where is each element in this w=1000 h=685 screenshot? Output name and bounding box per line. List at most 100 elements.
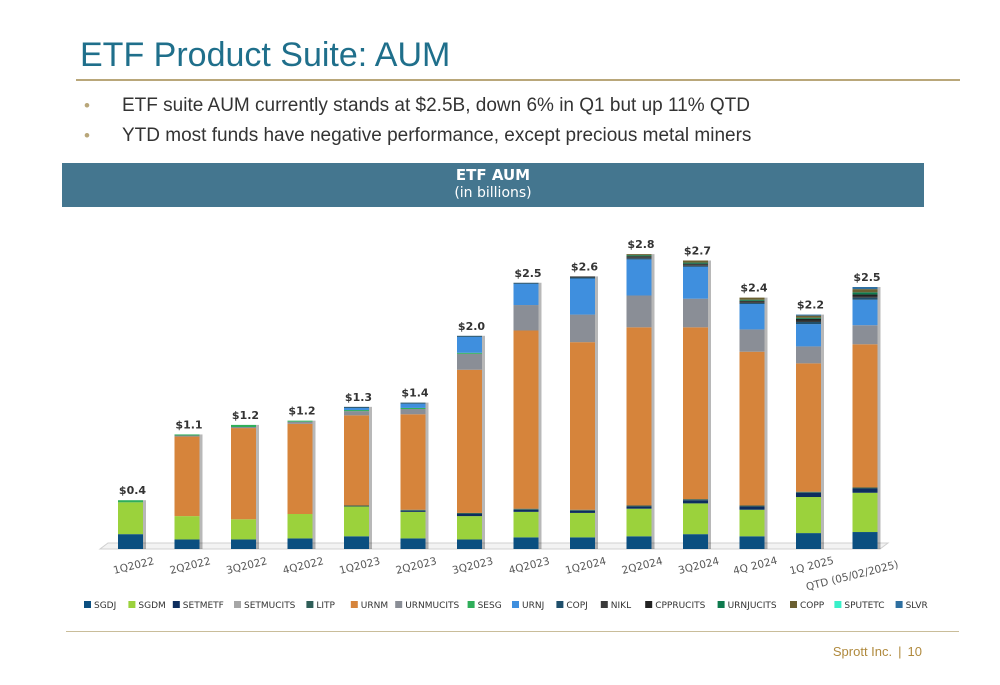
- slide-title: ETF Product Suite: AUM: [80, 36, 451, 74]
- legend-swatch-urnmucits: [395, 601, 403, 608]
- legend-swatch-litp: [306, 601, 314, 608]
- bar-segment-urnm: [626, 327, 652, 506]
- bar-segment-sgdj: [287, 538, 313, 549]
- bar-segment-copj: [626, 258, 652, 260]
- x-axis-tick-label: 1Q 2025: [788, 555, 835, 578]
- bar-side-shade: [708, 260, 711, 549]
- x-axis-tick-label: 3Q2024: [677, 555, 721, 577]
- bar-side-shade: [877, 287, 881, 549]
- bar-segment-urnmucits: [174, 435, 200, 437]
- bar-segment-urnmucits: [287, 421, 313, 424]
- bar-segment-copp: [796, 315, 821, 318]
- bar-segment-litp: [344, 505, 369, 507]
- bar-side-shade: [199, 434, 203, 549]
- bar-segment-cpprucits: [683, 263, 708, 265]
- bar-segment-urnjucits: [796, 317, 821, 319]
- chart-title: ETF AUM: [455, 166, 531, 184]
- bar-segment-urnj: [570, 278, 595, 315]
- legend-label-litp: LITP: [316, 601, 335, 611]
- bar-total-label: $1.2: [232, 409, 259, 422]
- bar-segment-urnmucits: [852, 325, 878, 345]
- bar-segment-sesg: [231, 424, 256, 428]
- bar-segment-urnj: [683, 266, 708, 299]
- bar-segment-urnjucits: [683, 262, 708, 264]
- bar-segment-sgdj: [513, 537, 539, 549]
- chart-subtitle: (in billions): [454, 185, 532, 201]
- bar-total-label: $2.5: [853, 271, 880, 284]
- bar-segment-setmetf: [400, 510, 426, 512]
- legend-label-urnmucits: URNMUCITS: [405, 601, 459, 611]
- legend-label-sgdj: SGDJ: [94, 601, 116, 611]
- bar-segment-nikl: [570, 276, 595, 278]
- bar-segment-setmetf: [852, 488, 878, 493]
- bar-segment-cpprucits: [739, 300, 765, 302]
- bar-segment-litp: [513, 508, 539, 510]
- bar-segment-copj: [513, 282, 539, 284]
- legend-label-slvr: SLVR: [906, 601, 928, 611]
- bar-segment-litp: [683, 499, 708, 501]
- x-axis-tick-label: 4Q2022: [282, 555, 325, 577]
- bar-segment-sgdm: [231, 519, 256, 540]
- bar-segment-sgdm: [457, 516, 482, 540]
- bar-side-shade: [821, 314, 824, 549]
- bar-segment-urnm: [683, 327, 708, 500]
- bar-segment-copj: [344, 406, 369, 408]
- bar-segment-setmetf: [683, 500, 708, 504]
- bar-segment-urnmucits: [231, 427, 256, 429]
- bar-segment-sgdj: [400, 538, 426, 549]
- x-axis-tick-label: 3Q2023: [451, 555, 494, 577]
- bar-segment-urnm: [796, 363, 821, 492]
- bar-segment-copj: [852, 297, 878, 300]
- bar-segment-litp: [796, 491, 821, 493]
- bar-side-shade: [482, 335, 485, 549]
- footer-company: Sprott Inc.: [832, 644, 893, 659]
- bar-segment-sgdj: [739, 536, 765, 549]
- bar-segment-sgdj: [626, 536, 652, 549]
- bar-segment-sgdj: [683, 534, 708, 549]
- legend-label-copp: COPP: [800, 601, 825, 611]
- bar-segment-sgdj: [174, 539, 200, 549]
- bullet-marker: •: [84, 96, 90, 115]
- bar-segment-urnj: [852, 299, 878, 326]
- bar-segment-slvr: [852, 287, 878, 290]
- bar-segment-sgdm: [739, 509, 765, 537]
- chart-header-banner: ETF AUM (in billions): [62, 163, 924, 207]
- x-axis-tick-label: 4Q2023: [508, 555, 551, 577]
- legend-swatch-setmetf: [172, 601, 180, 608]
- legend-label-nikl: NIKL: [611, 601, 631, 611]
- legend-label-sputetc: SPUTETC: [844, 601, 884, 611]
- bar-segment-urnjucits: [626, 255, 652, 257]
- bullet-item: • YTD most funds have negative performan…: [80, 122, 751, 152]
- bar-segment-urnm: [174, 436, 200, 517]
- bar-total-label: $2.0: [458, 320, 485, 333]
- bar-segment-cpprucits: [852, 294, 878, 297]
- bar-segment-setmetf: [796, 492, 821, 498]
- bar-segment-urnm: [852, 344, 878, 488]
- legend-label-cpprucits: CPPRUCITS: [655, 601, 705, 611]
- bar-segment-urnmucits: [796, 346, 821, 364]
- bar-segment-urnm: [570, 342, 595, 510]
- bar-segment-setmetf: [626, 506, 652, 509]
- bar-segment-sgdj: [231, 539, 256, 549]
- bar-segment-sgdj: [118, 534, 143, 549]
- bar-total-label: $2.2: [797, 299, 824, 312]
- bar-total-label: $2.5: [514, 267, 541, 280]
- bar-segment-urnmucits: [457, 353, 482, 370]
- bar-segment-setmetf: [457, 514, 482, 517]
- bar-segment-setmetf: [513, 509, 539, 512]
- bar-segment-sgdm: [626, 508, 652, 537]
- x-axis-tick-label: 3Q2022: [225, 555, 268, 577]
- bar-segment-litp: [739, 505, 765, 507]
- bar-total-label: $2.4: [740, 282, 767, 295]
- bar-segment-copj: [739, 302, 765, 304]
- bar-segment-urnj: [739, 303, 765, 330]
- legend-swatch-urnm: [350, 601, 358, 608]
- bar-segment-copj: [570, 277, 595, 279]
- bar-segment-sesg: [400, 407, 426, 409]
- bar-segment-sgdj: [852, 532, 878, 549]
- bar-segment-sesg: [344, 410, 369, 412]
- legend-label-setmucits: SETMUCITS: [244, 601, 296, 611]
- bar-segment-sgdm: [344, 506, 369, 537]
- bar-segment-urnm: [287, 423, 313, 514]
